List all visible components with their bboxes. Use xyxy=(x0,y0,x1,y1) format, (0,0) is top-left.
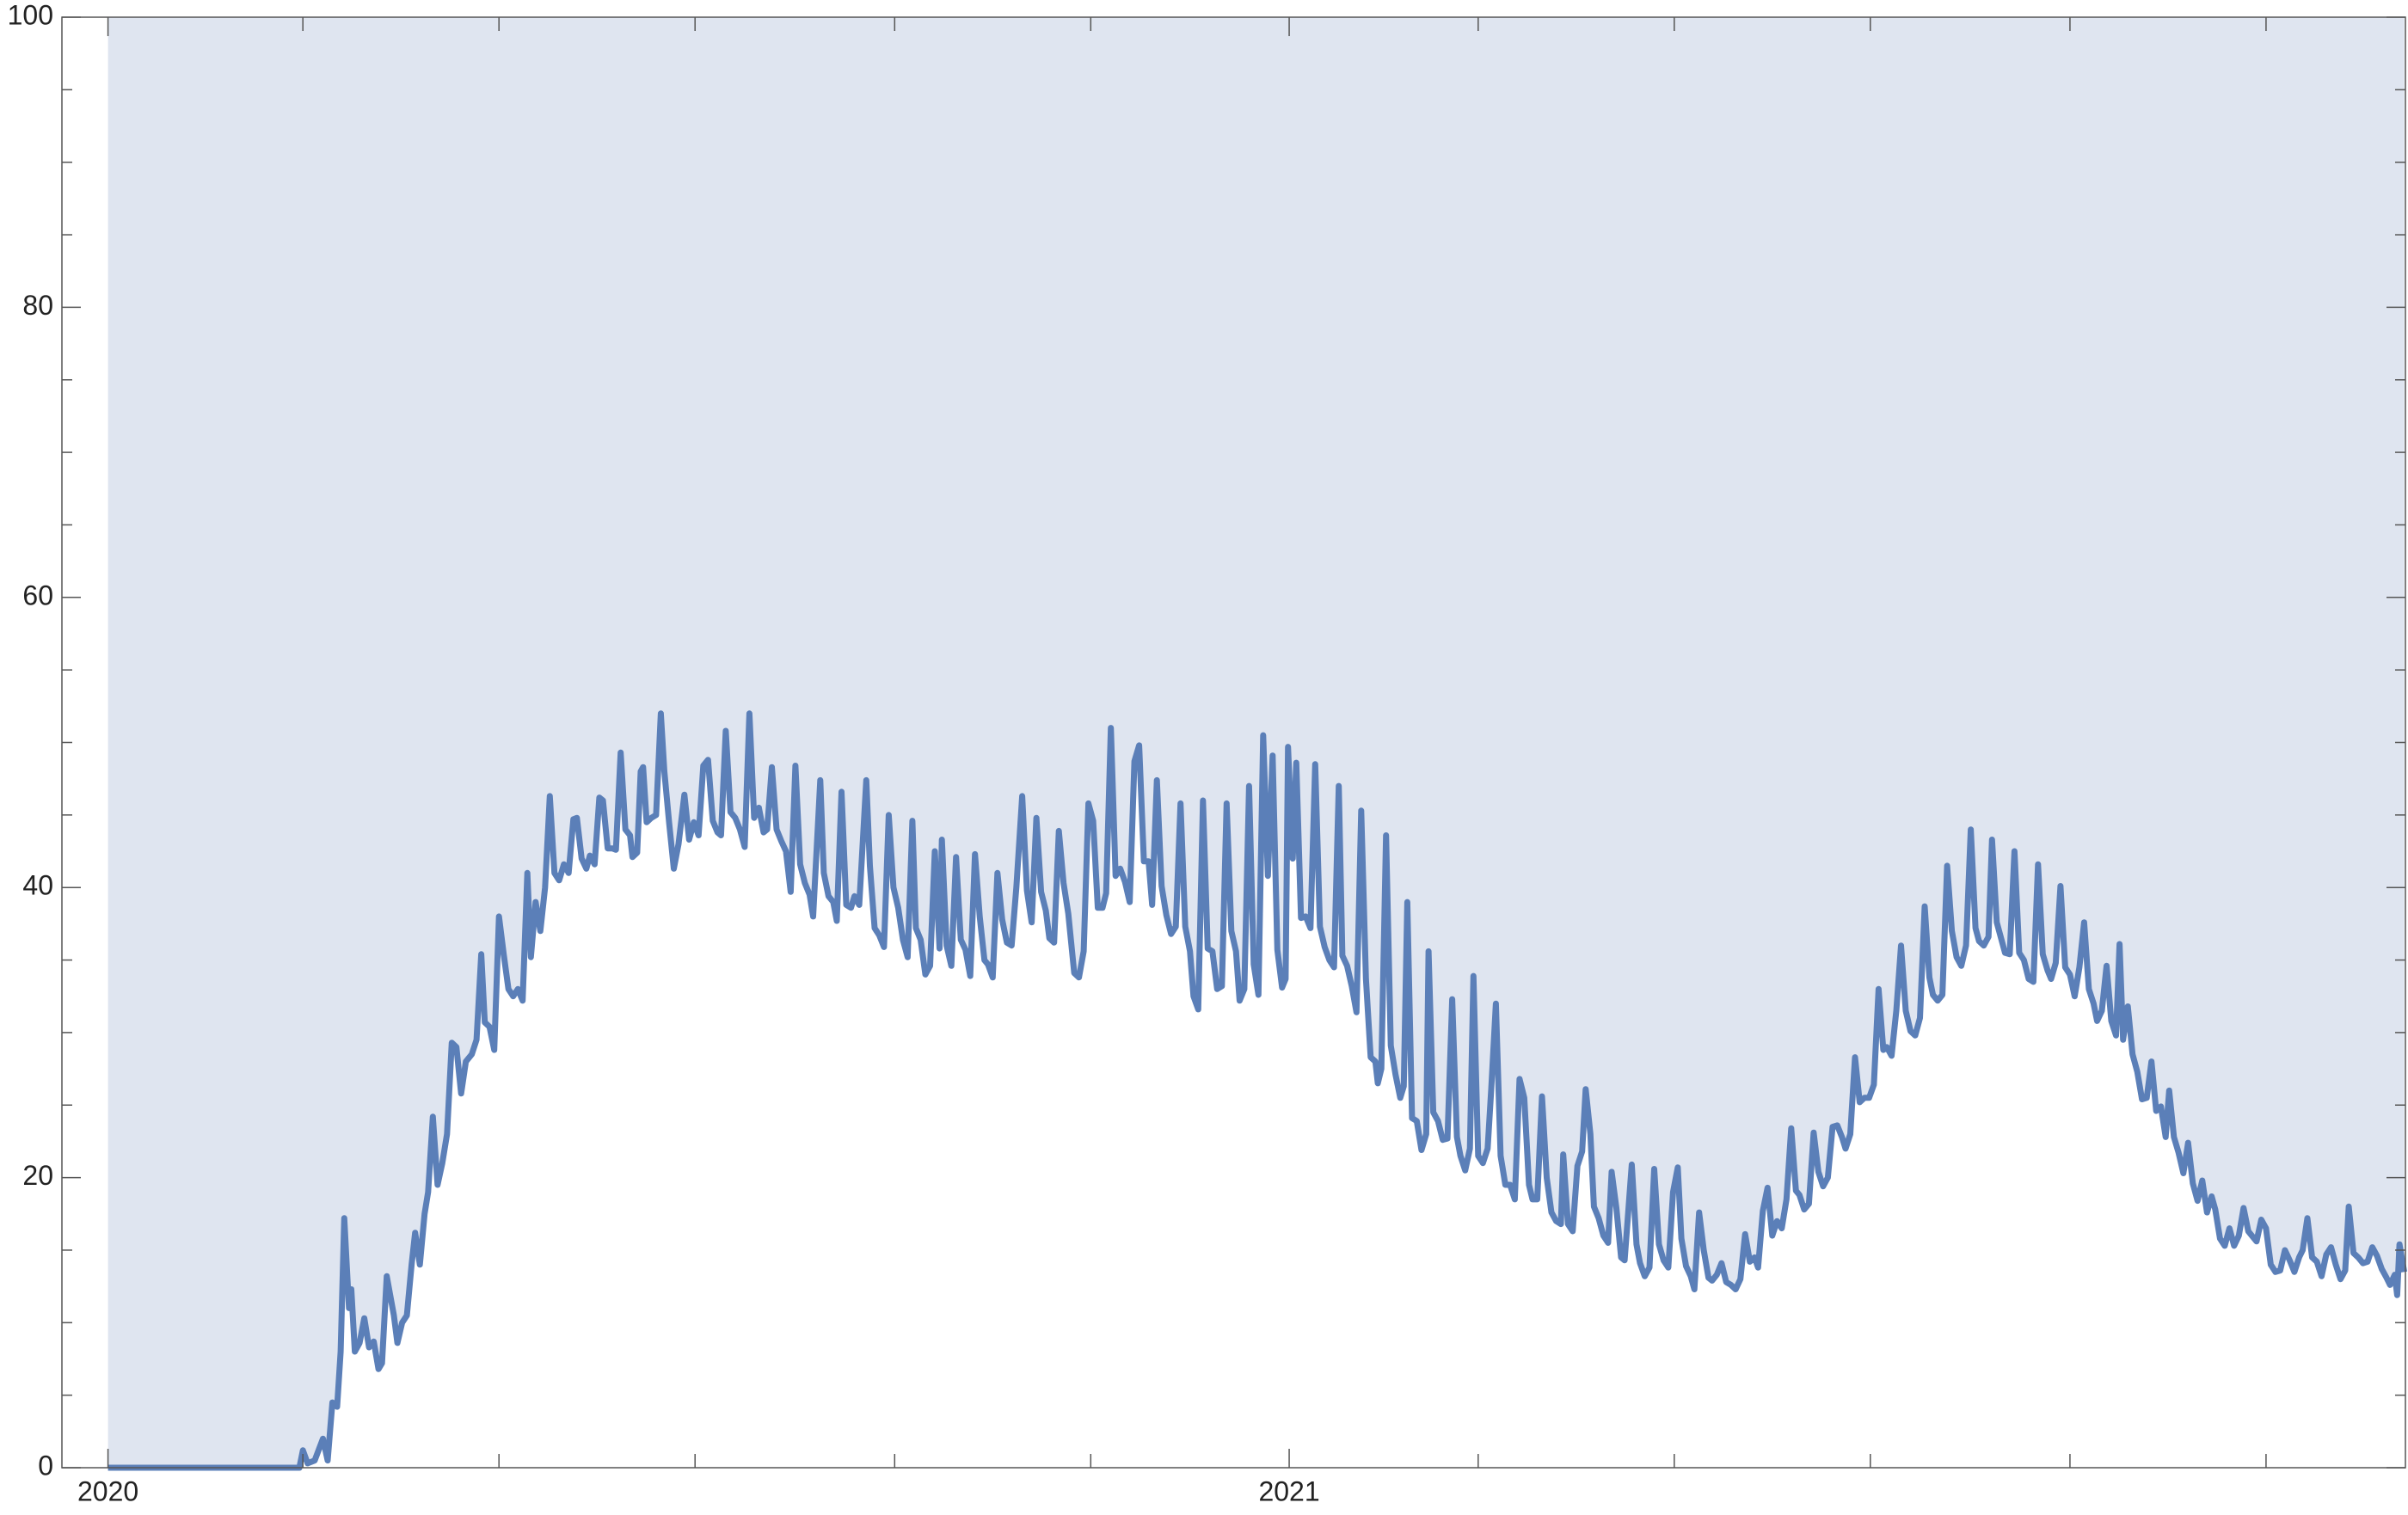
y-tick-label: 100 xyxy=(8,0,53,30)
y-tick-label: 20 xyxy=(22,1160,53,1191)
y-tick-label: 0 xyxy=(38,1450,53,1481)
x-tick-label: 2020 xyxy=(77,1475,138,1506)
data-line xyxy=(108,710,2408,1471)
y-tick-label: 60 xyxy=(22,580,53,610)
x-tick-label: 2021 xyxy=(1258,1475,1319,1506)
y-tick-label: 40 xyxy=(22,870,53,901)
y-tick-label: 80 xyxy=(22,290,53,321)
fill-area xyxy=(108,17,2405,1468)
